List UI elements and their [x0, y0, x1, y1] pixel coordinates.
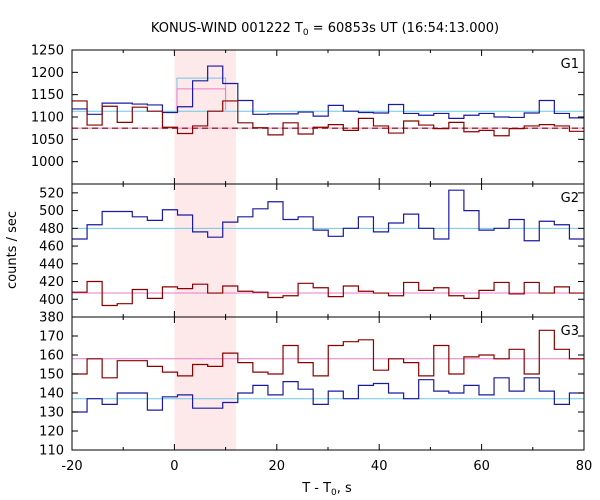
x-tick-label: 60 — [473, 459, 490, 474]
plot-area: 100010501100115012001250G138040042044046… — [31, 44, 593, 475]
y-tick-label: 110 — [39, 444, 64, 459]
interval-marker — [176, 88, 227, 111]
x-tick-label: -20 — [61, 459, 82, 474]
y-tick-label: 130 — [39, 406, 64, 421]
panel-label: G3 — [561, 324, 579, 339]
y-tick-label: 380 — [39, 311, 64, 326]
panel-g3: 110 120 130 140 150 160 170 G3 — [39, 316, 585, 459]
panel-frame — [71, 316, 585, 451]
highlight-interval — [174, 50, 236, 450]
y-tick-label: 420 — [39, 275, 64, 290]
y-tick-label: 120 — [39, 425, 64, 440]
x-tick-label: 80 — [576, 459, 593, 474]
chart-title: KONUS-WIND 001222 T0 = 60853s UT (16:54:… — [151, 21, 499, 38]
y-tick-label: 1100 — [31, 111, 64, 126]
y-tick-label: 440 — [39, 257, 64, 272]
y-tick-label: 460 — [39, 240, 64, 255]
y-tick-label: 140 — [39, 387, 64, 402]
y-tick-label: 1200 — [31, 66, 64, 81]
y-tick-label: 1250 — [31, 44, 64, 59]
y-tick-label: 1050 — [31, 133, 64, 148]
series-line-red — [72, 100, 584, 137]
y-tick-label: 400 — [39, 293, 64, 308]
y-tick-label: 160 — [39, 349, 64, 364]
y-tick-label: 1000 — [31, 155, 64, 170]
y-tick-label: 520 — [39, 186, 64, 201]
series-line-blue — [72, 65, 584, 119]
series-line-blue — [72, 377, 584, 413]
panel-label: G2 — [561, 191, 579, 206]
y-tick-label: 170 — [39, 330, 64, 345]
y-tick-label: 480 — [39, 222, 64, 237]
y-tick-label: 500 — [39, 204, 64, 219]
x-axis-label: T - T0, s — [301, 481, 352, 498]
panel-label: G1 — [561, 57, 579, 72]
series-line-red — [72, 280, 584, 307]
x-tick-label: 0 — [170, 459, 178, 474]
panel-g1: 1000 1050 1100 1150 1200 1250 G1 — [31, 44, 585, 185]
series-line-blue — [72, 189, 584, 242]
x-tick-label: 20 — [269, 459, 286, 474]
x-tick-label: 40 — [371, 459, 388, 474]
panel-g2: 380 400 420 440 460 480 500 520 G2 — [39, 183, 585, 326]
y-axis-label: counts / sec — [5, 211, 20, 289]
y-tick-label: 1150 — [31, 88, 64, 103]
y-tick-label: 150 — [39, 368, 64, 383]
series-line-red — [72, 329, 584, 379]
